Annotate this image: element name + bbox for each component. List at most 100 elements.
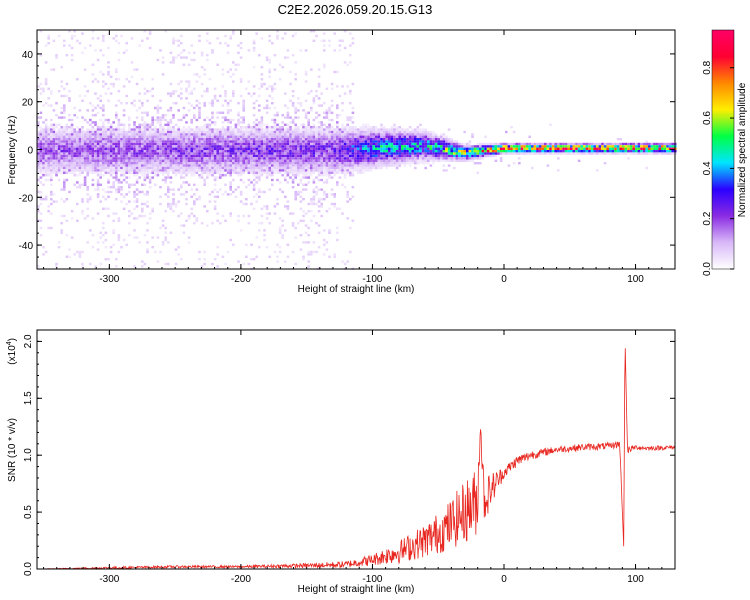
spectrogram-cell (185, 152, 188, 155)
spectrogram-cell (328, 229, 331, 232)
spectrogram-cell (172, 114, 175, 117)
spectrogram-cell (206, 138, 209, 141)
spectrogram-cell (187, 166, 191, 170)
spectrogram-cell (265, 130, 269, 134)
spectrogram-cell (200, 265, 204, 268)
spectrogram-cell (159, 195, 162, 198)
spectrogram-cell (63, 154, 66, 158)
spectrogram-cell (143, 152, 147, 155)
spectrogram-cell (356, 147, 360, 150)
spectrogram-cell (294, 150, 297, 153)
spectrogram-cell (239, 140, 243, 143)
spectrogram-cell (44, 133, 48, 136)
spectrogram-cell (666, 152, 669, 155)
spectrogram-cell (289, 159, 292, 162)
spectrogram-cell (359, 159, 362, 162)
spectrogram-cell (229, 186, 232, 189)
spectrogram-cell (260, 135, 264, 138)
spectrogram-cell (91, 133, 95, 136)
spectrogram-cell (406, 130, 409, 134)
spectrogram-cell (44, 61, 48, 64)
spectrogram-cell (421, 150, 425, 153)
spectrogram-cell (401, 147, 404, 150)
spectrogram-cell (312, 200, 316, 203)
spectrogram-cell (247, 178, 251, 182)
spectrogram-cell (580, 152, 583, 155)
spectrogram-cell (263, 130, 266, 134)
spectrogram-cell (442, 145, 446, 148)
spectrogram-cell (619, 150, 622, 153)
spectrogram-cell (406, 135, 409, 138)
spectrogram-cell (377, 138, 381, 141)
spectrogram-cell (375, 138, 378, 141)
spectrogram-cell (164, 171, 167, 174)
spectrogram-cell (203, 135, 206, 138)
spectrogram-cell (622, 150, 625, 153)
spectrogram-cell (122, 164, 126, 167)
spectrogram-cell (234, 166, 238, 170)
spectrogram-cell (380, 147, 383, 150)
spectrogram-cell (260, 116, 264, 119)
spectrogram-cell (304, 70, 308, 74)
spectrogram-cell (369, 128, 373, 131)
spectrogram-cell (299, 234, 303, 237)
spectrogram-cell (271, 152, 274, 155)
spectrogram-cell (479, 154, 482, 158)
spectrogram-cell (135, 126, 139, 129)
spectrogram-cell (468, 147, 472, 150)
spectrogram-cell (148, 152, 152, 155)
spectrogram-cell (271, 159, 274, 162)
spectrogram-cell (372, 135, 375, 138)
spectrogram-cell (349, 169, 352, 172)
spectrogram-cell (117, 118, 121, 122)
spectrogram-cell (276, 157, 279, 160)
spectrogram-cell (154, 130, 157, 134)
spectrogram-cell (73, 114, 76, 117)
spectrogram-cell (297, 164, 300, 167)
spectrogram-cell (96, 169, 100, 172)
spectrogram-cell (312, 126, 316, 129)
spectrogram-cell (216, 162, 219, 165)
spectrogram-cell (398, 147, 401, 150)
spectrogram-cell (307, 130, 310, 134)
spectrogram-cell (424, 162, 427, 165)
spectrogram-cell (302, 150, 305, 153)
spectrogram-cell (395, 130, 399, 134)
spectrogram-cell (115, 78, 118, 81)
spectrogram-cell (109, 128, 113, 131)
spectrogram-cell (312, 250, 316, 254)
spectrogram-cell (57, 152, 61, 155)
spectrogram-cell (278, 152, 282, 155)
spectrogram-cell (128, 169, 131, 172)
spectrogram-cell (442, 138, 446, 141)
spectrogram-cell (286, 133, 290, 136)
spectrogram-cell (255, 126, 258, 129)
spectrogram-cell (239, 138, 243, 141)
spectrogram-cell (216, 169, 219, 172)
spectrogram-cell (133, 133, 136, 136)
spectrogram-cell (393, 147, 396, 150)
spectrogram-cell (268, 133, 271, 136)
spectrogram-cell (325, 140, 329, 143)
spectrogram-cell (421, 147, 425, 150)
spectrogram-cell (284, 133, 287, 136)
spectrogram-cell (211, 169, 214, 172)
spectrogram-cell (284, 140, 287, 143)
spectrogram-cell (68, 138, 71, 141)
spectrogram-cell (310, 174, 313, 177)
spectrogram-cell (242, 130, 245, 134)
spectrogram-cell (226, 118, 230, 122)
spectrogram-cell (655, 142, 659, 146)
spectrogram-cell (320, 142, 323, 146)
spectrogram-cell (369, 152, 373, 155)
spectrogram-cell (346, 130, 349, 134)
spectrogram-cell (39, 159, 43, 162)
spectrogram-cell (419, 133, 422, 136)
spectrogram-cell (312, 133, 316, 136)
spectrogram-cell (224, 174, 227, 177)
spectrogram-cell (343, 152, 347, 155)
spectrogram-cell (278, 133, 282, 136)
spectrogram-cell (216, 152, 219, 155)
spectrogram-cell (499, 157, 503, 160)
spectrogram-cell (367, 142, 370, 146)
